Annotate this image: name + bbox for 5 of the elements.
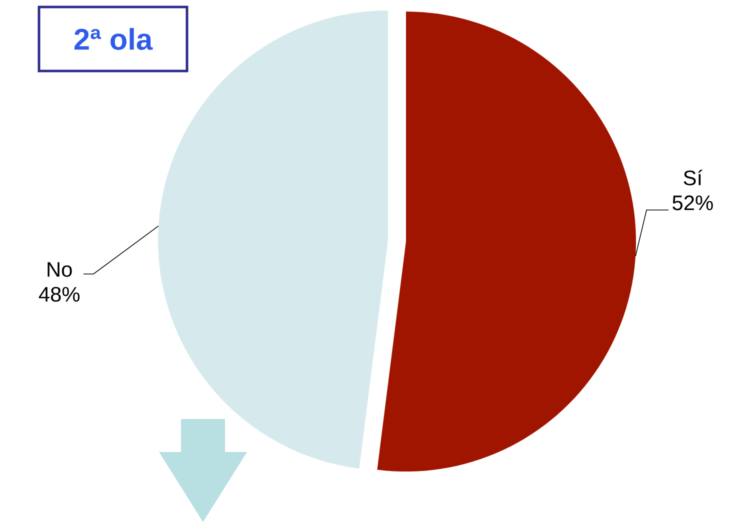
data-label: 52% — [672, 195, 713, 210]
slice-label: Sí — [684, 170, 702, 186]
slice-label: No — [48, 262, 72, 277]
data-label: 48% — [38, 286, 80, 302]
chart-title: 2ª ola — [74, 28, 153, 50]
